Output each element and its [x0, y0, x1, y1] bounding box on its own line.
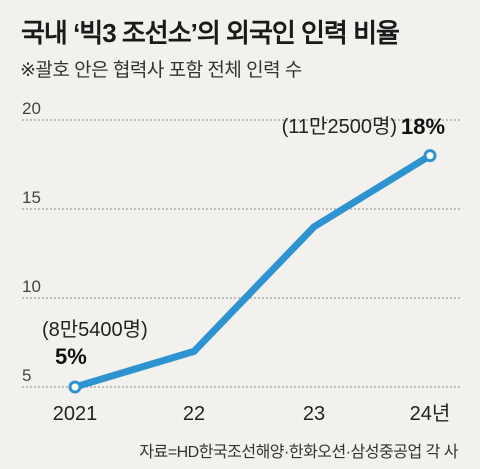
x-tick-label: 2021	[53, 403, 98, 425]
chart-title: 국내 ‘빅3 조선소’의 외국인 인력 비율	[21, 18, 400, 48]
source-note: 자료=HD한국조선해양·한화오션·삼성중공업 각 사	[139, 444, 458, 461]
grid-lines	[22, 119, 460, 388]
x-tick-label: 24년	[410, 402, 451, 425]
x-tick-label: 23	[303, 403, 325, 425]
y-tick-label: 15	[22, 188, 41, 207]
y-tick-label: 5	[22, 366, 31, 385]
annotations: (8만5400명) 5% (11만2500명) 18%	[42, 114, 445, 369]
y-tick-label: 20	[22, 99, 41, 118]
annotation-count-2021: (8만5400명)	[42, 318, 148, 341]
annotation-count-2024: (11만2500명)	[282, 115, 397, 138]
data-point-marker	[423, 149, 437, 163]
x-axis-ticks: 2021 22 23 24년	[53, 402, 451, 425]
y-axis-ticks: 5 10 15 20	[22, 99, 41, 385]
annotation-pct-2021: 5%	[55, 344, 87, 369]
chart-subtitle: ※괄호 안은 협력사 포함 전체 인력 수	[20, 60, 302, 81]
y-tick-label: 10	[22, 277, 41, 296]
series-layer	[68, 149, 437, 394]
x-tick-label: 22	[183, 403, 205, 425]
series-line	[71, 152, 434, 391]
annotation-pct-2024: 18%	[401, 114, 445, 139]
data-point-marker	[68, 380, 82, 394]
